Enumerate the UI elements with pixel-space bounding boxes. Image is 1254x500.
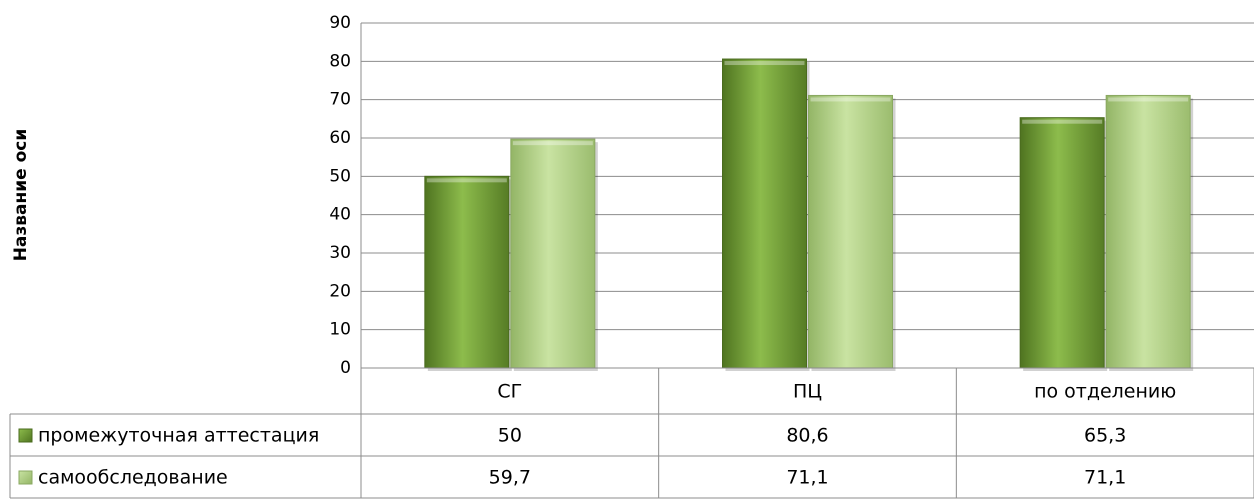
bar-body — [1019, 117, 1105, 369]
bar-highlight — [724, 61, 805, 66]
legend-entry: промежуточная аттестация — [38, 425, 319, 447]
bar — [424, 175, 512, 371]
y-tick-label: 90 — [329, 13, 351, 33]
gridlines — [360, 22, 1254, 369]
data-label: 65,3 — [1084, 425, 1126, 447]
bar-body — [808, 94, 893, 369]
bar-body — [1105, 94, 1191, 369]
bar-highlight — [810, 97, 891, 102]
bar-body — [424, 175, 510, 369]
bar-highlight — [1108, 97, 1189, 102]
legend-swatch — [18, 470, 33, 485]
x-tick-label: ПЦ — [793, 381, 822, 403]
bar — [510, 138, 598, 371]
bar — [722, 58, 810, 372]
y-tick-label: 20 — [329, 281, 351, 301]
bar-highlight — [512, 141, 593, 146]
y-axis-ticks: 0 10 20 30 40 50 60 70 80 90 — [329, 13, 351, 378]
bar — [1019, 117, 1108, 371]
bar — [1105, 94, 1194, 371]
y-tick-label: 60 — [329, 128, 351, 148]
bar-highlight — [1022, 119, 1103, 124]
x-tick-label: по отделению — [1034, 381, 1176, 403]
data-label: 50 — [498, 425, 522, 447]
bar-body — [722, 58, 807, 369]
bar — [808, 94, 896, 371]
data-label: 71,1 — [1084, 467, 1126, 489]
y-tick-label: 40 — [329, 205, 351, 225]
data-label: 59,7 — [489, 467, 531, 489]
bars — [424, 58, 1194, 372]
x-tick-label: СГ — [497, 381, 522, 403]
data-label: 80,6 — [786, 425, 828, 447]
data-table: СГ ПЦ по отделению промежуточная аттестация… — [9, 367, 1254, 499]
legend-swatch — [18, 428, 33, 443]
y-tick-label: 10 — [329, 320, 351, 340]
bar-highlight — [426, 178, 507, 183]
y-tick-label: 50 — [329, 166, 351, 186]
y-tick-label: 0 — [340, 358, 351, 378]
y-tick-label: 30 — [329, 243, 351, 263]
y-tick-label: 80 — [329, 51, 351, 71]
y-tick-label: 70 — [329, 90, 351, 110]
legend-entry: самообследование — [38, 467, 228, 489]
y-axis-title: Название оси — [11, 129, 31, 262]
data-label: 71,1 — [786, 467, 828, 489]
bar-body — [510, 138, 596, 369]
